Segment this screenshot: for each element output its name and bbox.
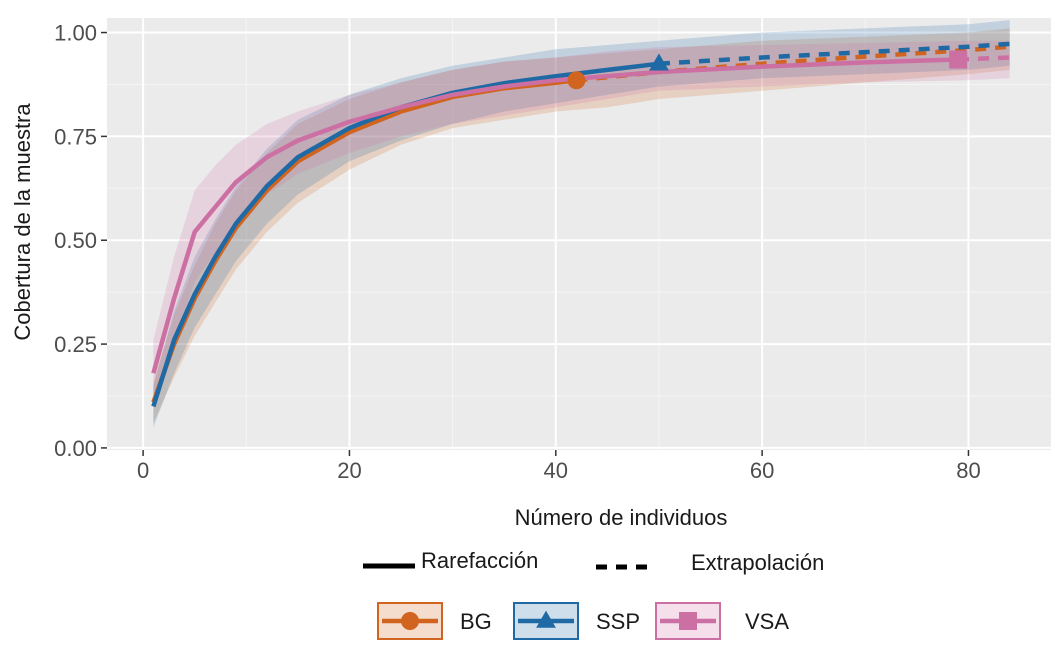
x-tick-label: 20: [337, 458, 361, 483]
series-lines: [151, 41, 1010, 408]
y-tick-label: 0.50: [54, 228, 97, 253]
x-tick-label: 60: [750, 458, 774, 483]
linetype-legend: Rarefacción Extrapolación: [363, 548, 824, 575]
rarefaction-line-vsa: [151, 57, 959, 374]
legend-key-marker-ssp: [536, 610, 556, 628]
ci-ribbon-vsa: [153, 40, 1010, 407]
legend-label-extrapolacion: Extrapolación: [691, 550, 824, 575]
major-grid: [107, 18, 1051, 450]
legend-key-marker-bg: [401, 612, 419, 630]
y-tick-label: 0.00: [54, 436, 97, 461]
plot-panel: [107, 18, 1051, 450]
x-axis: 0 20 40 60 80: [137, 450, 981, 483]
x-tick-label: 80: [956, 458, 980, 483]
legend-label-vsa: VSA: [745, 609, 789, 634]
rarefaction-line-ssp: [151, 61, 660, 408]
y-axis: 0.00 0.25 0.50 0.75 1.00: [54, 21, 107, 461]
observed-point-ssp: [649, 53, 669, 71]
extrapolation-line-ssp: [658, 41, 1010, 66]
y-tick-label: 1.00: [54, 21, 97, 46]
observed-markers: [567, 50, 968, 90]
x-tick-label: 40: [544, 458, 568, 483]
legend-key-marker-vsa: [679, 612, 697, 630]
color-legend: BG SSP VSA: [377, 602, 789, 640]
y-tick-label: 0.75: [54, 124, 97, 149]
x-axis-title: Número de individuos: [515, 505, 728, 530]
legend-label-bg: BG: [460, 609, 492, 634]
observed-point-bg: [567, 71, 586, 90]
legend-label-ssp: SSP: [596, 609, 640, 634]
y-axis-title: Cobertura de la muestra: [10, 103, 35, 341]
x-tick-label: 0: [137, 458, 149, 483]
y-tick-label: 0.25: [54, 332, 97, 357]
legend-label-rarefaccion: Rarefacción: [421, 548, 538, 573]
observed-point-vsa: [949, 50, 968, 69]
extrapolation-line-vsa: [958, 55, 1010, 62]
